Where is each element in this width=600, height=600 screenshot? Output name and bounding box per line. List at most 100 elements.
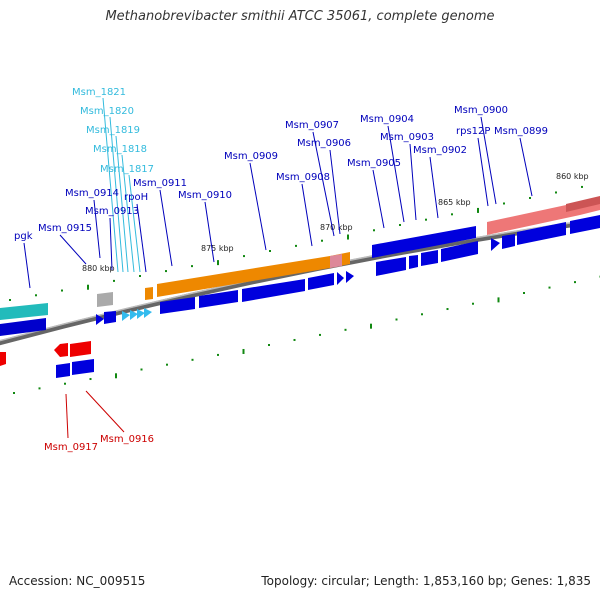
leader-line — [85, 390, 125, 433]
gene-label[interactable]: rps12P — [456, 126, 490, 137]
gene-label[interactable]: Msm_0915 — [38, 223, 92, 234]
gene-label[interactable]: Msm_0902 — [413, 145, 467, 156]
gene-label[interactable]: Msm_0906 — [297, 138, 351, 149]
scale-label: 875 kbp — [201, 244, 234, 253]
cds-feature[interactable] — [441, 241, 478, 262]
lower-ticks — [13, 275, 600, 394]
leader-line — [387, 125, 405, 223]
gene-labels: Msm_1821 Msm_1820 Msm_1819 Msm_1818 Msm_… — [14, 87, 548, 453]
scale-label: 880 kbp — [82, 264, 115, 273]
leader-line — [109, 116, 124, 273]
feature-pink-dark[interactable] — [566, 196, 600, 212]
cds-feature[interactable] — [372, 226, 476, 258]
cds-feature[interactable] — [517, 222, 566, 245]
gene-label[interactable]: rpoH — [124, 192, 148, 203]
feature-teal[interactable] — [0, 303, 48, 320]
feature-gray[interactable] — [97, 292, 113, 307]
gene-label[interactable]: Msm_0916 — [100, 434, 154, 445]
leader-line — [477, 137, 489, 207]
rna-feature[interactable] — [130, 310, 138, 320]
feature-orange[interactable] — [157, 252, 350, 297]
gene-label[interactable]: Msm_0905 — [347, 158, 401, 169]
cds-feature[interactable] — [104, 311, 116, 324]
gene-label[interactable]: Msm_0913 — [85, 206, 139, 217]
leader-line — [301, 183, 313, 247]
scale-label: 860 kbp — [556, 172, 589, 181]
gene-label[interactable]: Msm_0900 — [454, 105, 508, 116]
leader-line — [109, 217, 113, 271]
cds-feature[interactable] — [199, 290, 238, 308]
cds-feature[interactable] — [242, 279, 305, 302]
leader-lines — [23, 97, 533, 439]
gene-label[interactable]: Msm_0910 — [178, 190, 232, 201]
reverse-feature-red[interactable] — [0, 352, 6, 366]
cds-track-middle — [96, 215, 600, 325]
topology-text: Topology: circular; Length: 1,853,160 bp… — [261, 574, 591, 588]
leader-line — [65, 393, 69, 439]
leader-line — [480, 116, 497, 205]
cds-feature[interactable] — [308, 273, 334, 290]
reverse-feature-red[interactable] — [70, 341, 91, 357]
gene-label[interactable]: Msm_0909 — [224, 151, 278, 162]
feature-orange-small[interactable] — [145, 287, 153, 300]
leader-line — [23, 242, 31, 289]
cds-feature[interactable] — [346, 271, 354, 283]
leader-line — [519, 137, 533, 197]
leader-line — [59, 234, 87, 265]
scale-labels: 880 kbp 875 kbp 870 kbp 865 kbp 860 kbp — [82, 172, 589, 273]
rna-feature[interactable] — [137, 309, 145, 319]
leader-line — [312, 131, 335, 237]
leader-line — [93, 199, 101, 259]
reverse-feature-red[interactable] — [54, 343, 68, 357]
leader-line — [115, 135, 129, 273]
cds-feature[interactable] — [337, 272, 344, 285]
leader-line — [136, 203, 147, 273]
gene-label[interactable]: Msm_1818 — [93, 144, 147, 155]
gene-label[interactable]: Msm_0917 — [44, 442, 98, 453]
cds-feature[interactable] — [376, 257, 406, 276]
leader-line — [329, 149, 341, 235]
leader-line — [409, 143, 417, 221]
gene-label[interactable]: Msm_1817 — [100, 164, 154, 175]
scale-label: 865 kbp — [438, 198, 471, 207]
leader-line — [372, 169, 385, 229]
gene-label[interactable]: Msm_0904 — [360, 114, 414, 125]
leader-line — [102, 97, 119, 273]
cds-feature[interactable] — [570, 215, 600, 234]
gene-label[interactable]: Msm_0899 — [494, 126, 548, 137]
gene-label[interactable]: Msm_0907 — [285, 120, 339, 131]
gene-label[interactable]: Msm_0908 — [276, 172, 330, 183]
cds-track-reverse — [0, 341, 94, 378]
leader-line — [429, 156, 439, 219]
cds-feature[interactable] — [160, 297, 195, 314]
map-title: Methanobrevibacter smithii ATCC 35061, c… — [105, 9, 495, 24]
accession-text: Accession: NC_009515 — [9, 574, 146, 588]
cds-feature[interactable] — [421, 250, 438, 266]
cds-feature[interactable] — [409, 255, 418, 269]
gene-label[interactable]: Msm_0903 — [380, 132, 434, 143]
scale-label: 870 kbp — [320, 223, 353, 232]
leader-line — [249, 162, 267, 251]
gene-label[interactable]: Msm_0914 — [65, 188, 119, 199]
cds-feature[interactable] — [491, 238, 500, 251]
leader-line — [128, 174, 141, 273]
leader-line — [204, 201, 215, 263]
gene-label[interactable]: Msm_0911 — [133, 178, 187, 189]
reverse-feature-blue[interactable] — [72, 359, 94, 375]
scale-ticks — [9, 185, 583, 301]
rna-feature[interactable] — [122, 311, 130, 321]
leader-line — [121, 154, 135, 273]
rna-feature[interactable] — [144, 308, 152, 318]
feature-track-outer — [0, 196, 600, 320]
gene-label[interactable]: Msm_1819 — [86, 125, 140, 136]
cds-feature[interactable] — [96, 314, 104, 325]
cds-track-upper — [0, 226, 476, 336]
reverse-feature-blue[interactable] — [56, 363, 70, 378]
gene-label[interactable]: pgk — [14, 231, 33, 242]
cds-feature[interactable] — [502, 234, 515, 249]
cds-feature[interactable] — [0, 318, 46, 336]
gene-label[interactable]: Msm_1821 — [72, 87, 126, 98]
feature-orange-pink[interactable] — [330, 254, 342, 268]
gene-label[interactable]: Msm_1820 — [80, 106, 134, 117]
